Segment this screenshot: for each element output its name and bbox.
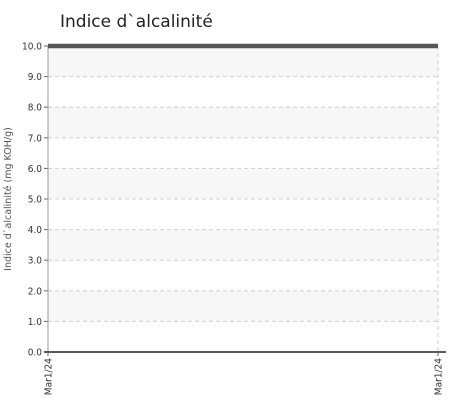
y-tick-label: 9.0: [28, 72, 43, 83]
y-tick-label: 2.0: [28, 286, 43, 297]
y-tick-label: 7.0: [28, 133, 43, 144]
plot-bands: [48, 46, 438, 352]
y-axis-label: Indice d`alcalinité (mg KOH/g): [3, 127, 14, 271]
y-tick-labels: 0.0 1.0 2.0 3.0 4.0 5.0 6.0 7.0 8.0 9.0 10.0: [22, 42, 42, 359]
y-tick-label: 3.0: [28, 256, 43, 267]
axes: [44, 45, 446, 356]
plot-band: [48, 107, 438, 138]
x-tick-label: Mar1/24: [44, 358, 55, 395]
chart-title: Indice d`alcalinité: [60, 12, 213, 32]
y-tick-label: 6.0: [28, 164, 43, 175]
x-tick-label: Mar1/24: [434, 358, 445, 395]
y-tick-label: 4.0: [28, 225, 43, 236]
y-tick-label: 10.0: [22, 42, 42, 53]
plot-band: [48, 229, 438, 261]
plot-band: [48, 290, 438, 322]
y-tick-label: 1.0: [28, 317, 43, 328]
plot-band: [48, 46, 438, 77]
x-tick-labels: Mar1/24 Mar1/24: [44, 358, 445, 395]
plot-band: [48, 137, 438, 169]
plot-band: [48, 168, 438, 199]
plot-band: [48, 76, 438, 108]
plot-band: [48, 260, 438, 291]
y-tick-label: 5.0: [28, 195, 43, 206]
plot-band: [48, 199, 438, 230]
y-tick-label: 8.0: [28, 103, 43, 114]
y-tick-label: 0.0: [28, 348, 43, 359]
plot-band: [48, 321, 438, 352]
